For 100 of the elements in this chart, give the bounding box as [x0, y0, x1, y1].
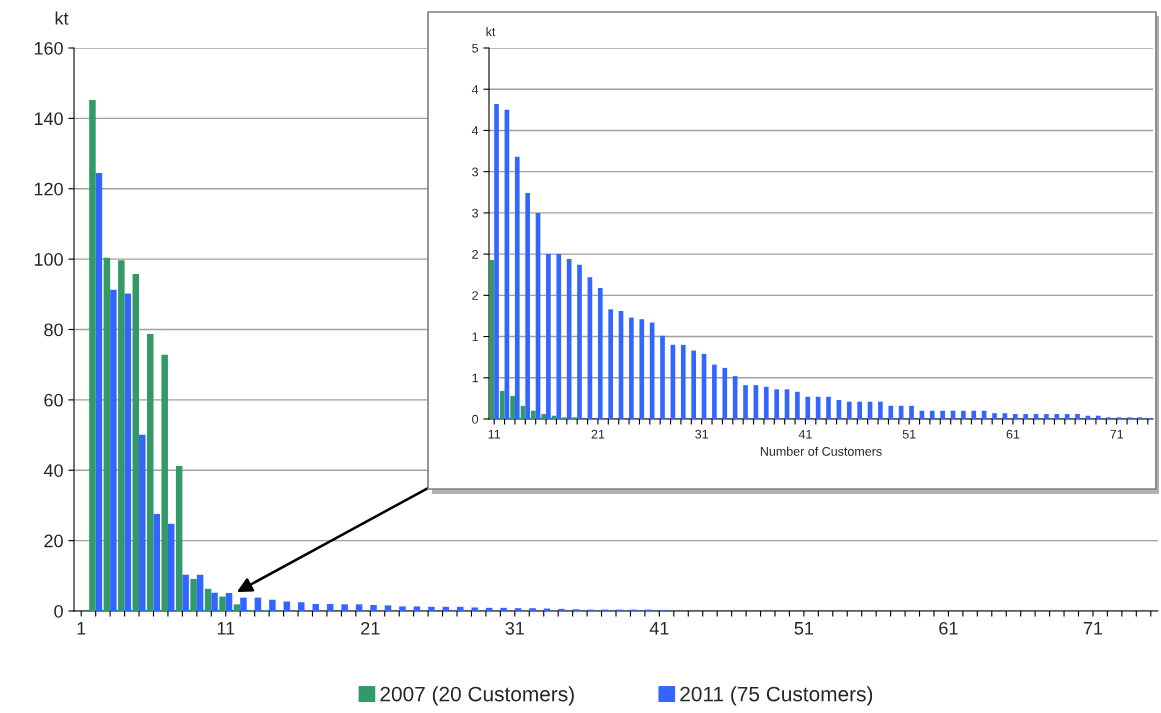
bar: [240, 597, 247, 611]
y-axis-title: kt: [55, 11, 69, 25]
bar: [541, 414, 547, 419]
bar: [514, 608, 522, 611]
bar: [225, 593, 233, 611]
bar: [428, 606, 435, 611]
bar: [384, 605, 392, 611]
bar: [608, 309, 613, 419]
bar: [558, 608, 565, 611]
bar: [370, 605, 377, 611]
bar: [722, 367, 728, 419]
y-tick-label: 3: [472, 167, 479, 177]
x-tick-label: 21: [591, 429, 605, 439]
bar: [283, 601, 291, 611]
x-tick-label: 31: [505, 621, 524, 635]
bar: [167, 523, 175, 611]
bar: [1095, 415, 1101, 419]
bar: [103, 257, 111, 611]
y-tick-label: 2: [472, 291, 478, 300]
bar: [846, 401, 852, 419]
bar: [712, 364, 717, 419]
x-tick-label: 51: [902, 429, 916, 439]
bar: [110, 289, 117, 611]
bar: [1044, 414, 1049, 419]
bar: [146, 334, 154, 611]
bar: [680, 344, 686, 419]
y-tick-label: 2: [472, 249, 478, 259]
bar: [499, 390, 505, 419]
bar: [219, 596, 226, 611]
x-tick-label: 71: [1110, 429, 1124, 439]
legend-label: 2011 (75 Customers): [680, 686, 873, 706]
bar: [139, 434, 146, 611]
bar: [514, 156, 520, 419]
x-tick-label: 41: [798, 429, 812, 439]
bar: [355, 604, 363, 611]
bar: [326, 603, 334, 611]
y-axis-title: kt: [486, 27, 496, 37]
bar: [153, 513, 160, 611]
bar: [1075, 414, 1080, 419]
bar: [211, 592, 218, 611]
y-tick-label: 3: [472, 208, 479, 218]
bar: [510, 395, 515, 419]
bar: [546, 254, 551, 419]
bar: [529, 608, 536, 611]
bar: [399, 606, 406, 611]
bar: [95, 172, 103, 611]
bar: [161, 354, 168, 611]
bar: [929, 410, 935, 419]
bar: [691, 350, 696, 419]
bar: [233, 604, 241, 611]
y-tick-label: 140: [34, 112, 63, 126]
y-tick-label: 80: [44, 323, 63, 337]
bar: [471, 607, 478, 611]
x-tick-label: 11: [217, 622, 235, 635]
bar: [1012, 414, 1018, 419]
bar: [269, 599, 276, 611]
bar: [312, 603, 319, 611]
bar: [254, 597, 262, 611]
y-tick-label: 100: [34, 253, 63, 266]
bar: [500, 607, 507, 611]
legend-label: 2007 (20 Customers): [380, 686, 574, 706]
x-tick-label: 51: [794, 622, 814, 635]
bar: [89, 100, 96, 611]
y-tick-label: 20: [44, 534, 63, 548]
bar: [298, 602, 305, 611]
bar: [182, 574, 189, 611]
x-tick-label: 61: [939, 621, 958, 635]
y-tick-label: 4: [471, 85, 479, 94]
bar: [1054, 414, 1060, 419]
y-tick-label: 160: [34, 41, 63, 55]
bar: [961, 410, 966, 419]
bar: [1023, 414, 1028, 419]
bar: [531, 410, 536, 419]
y-tick-label: 1: [472, 373, 478, 383]
bar: [909, 405, 914, 419]
y-tick-label: 0: [472, 414, 479, 424]
x-tick-label: 1: [77, 622, 86, 635]
y-tick-label: 60: [44, 393, 63, 407]
bar: [629, 317, 634, 419]
bar: [878, 401, 883, 419]
x-tick-label: 61: [1006, 429, 1020, 439]
bar: [774, 389, 779, 419]
x-tick-label: 11: [488, 429, 501, 439]
y-tick-label: 5: [472, 43, 479, 53]
bar: [763, 386, 769, 419]
bar: [639, 319, 645, 419]
bar: [341, 604, 348, 611]
y-tick-label: 1: [472, 332, 478, 342]
bar: [196, 574, 204, 611]
bar: [175, 466, 183, 611]
bar: [597, 287, 603, 419]
bar: [971, 410, 977, 419]
bar: [888, 405, 894, 419]
bar: [577, 264, 582, 419]
bar: [795, 391, 800, 419]
bar: [826, 396, 831, 419]
bar: [805, 396, 811, 419]
bar: [743, 385, 748, 419]
bar: [660, 335, 665, 419]
bar: [457, 606, 464, 611]
